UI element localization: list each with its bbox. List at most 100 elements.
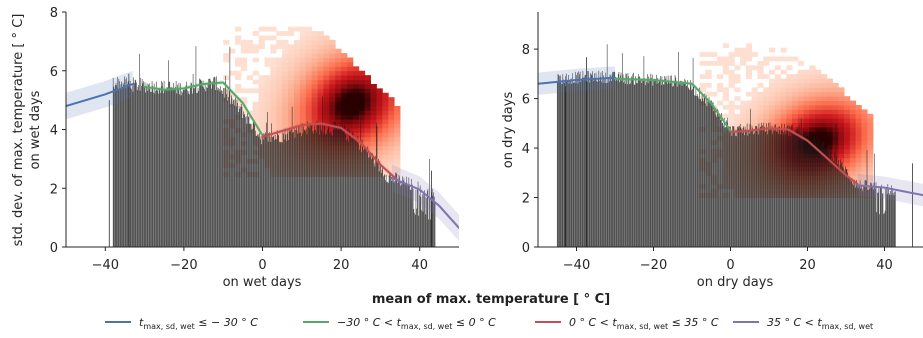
heatmap-cell	[293, 48, 301, 54]
heatmap-cell	[728, 74, 735, 79]
heatmap-cell	[364, 97, 371, 102]
heatmap-cell	[311, 53, 318, 58]
heatmap-cell	[855, 157, 862, 163]
heatmap-cell	[293, 88, 301, 94]
heatmap-cell	[745, 65, 753, 71]
heatmap-cell	[352, 123, 360, 129]
heatmap-cell	[335, 53, 342, 58]
heatmap-cell	[786, 122, 793, 128]
heatmap-cell	[780, 96, 787, 101]
heatmap-cell	[382, 136, 389, 142]
y-tick-label: 0	[522, 241, 530, 256]
heatmap-cell	[699, 74, 706, 79]
heatmap-cell	[293, 92, 301, 98]
heatmap-cell	[282, 75, 289, 80]
heatmap-cell	[370, 119, 377, 125]
heatmap-cell	[722, 96, 729, 101]
heatmap-cell	[815, 113, 822, 119]
heatmap-cell	[317, 57, 324, 63]
heatmap-cell	[786, 109, 793, 115]
heatmap-cell	[394, 145, 401, 151]
heatmap-cell	[388, 114, 395, 120]
heatmap-cell	[728, 69, 735, 75]
heatmap-cell	[299, 101, 307, 107]
heatmap-cell	[838, 153, 845, 159]
heatmap-cell	[258, 114, 265, 120]
heatmap-cell	[705, 91, 712, 97]
heatmap-cell	[757, 118, 764, 124]
heatmap-cell	[347, 110, 354, 116]
heatmap-cell	[299, 53, 307, 58]
heatmap-cell	[288, 66, 295, 72]
heatmap-cell	[728, 82, 735, 88]
heatmap-cell	[394, 114, 401, 120]
heatmap-cell	[815, 135, 822, 141]
heatmap-cell	[855, 153, 862, 159]
heatmap-cell	[388, 128, 395, 133]
heatmap-cell	[844, 127, 851, 132]
heatmap-cell	[299, 110, 307, 116]
heatmap-cell	[270, 101, 277, 107]
heatmap-cell	[246, 110, 254, 116]
heatmap-cell	[223, 88, 230, 94]
heatmap-cell	[376, 150, 383, 155]
heatmap-cell	[844, 135, 851, 141]
heatmap-cell	[844, 131, 851, 137]
heatmap-cell	[347, 66, 354, 72]
heatmap-cell	[223, 57, 230, 63]
heatmap-cell	[270, 61, 277, 67]
heatmap-cell	[815, 105, 822, 110]
heatmap-cell	[341, 88, 348, 94]
heatmap-cell	[394, 163, 401, 169]
fit-line-confidence-band	[392, 164, 459, 242]
heatmap-cell	[809, 127, 816, 132]
heatmap-cell	[288, 61, 295, 67]
heatmap-cell	[797, 109, 805, 115]
heatmap-cell	[252, 119, 259, 125]
heatmap-cell	[341, 106, 348, 111]
heatmap-cell	[388, 150, 395, 155]
heatmap-cell	[382, 97, 389, 102]
left-chart: −40 −20 0 20 40 0 2 4 6 8 on wet days std. dev. …	[11, 6, 459, 290]
fit-line-confidence-band	[66, 70, 133, 120]
heatmap-cell	[699, 60, 706, 66]
heatmap-cell	[276, 61, 283, 67]
heatmap-cell	[867, 162, 874, 168]
heatmap-cell	[282, 83, 289, 89]
heatmap-cell	[376, 101, 383, 107]
heatmap-cell	[270, 123, 277, 129]
heatmap-cell	[740, 60, 747, 66]
heatmap-cell	[867, 166, 874, 172]
heatmap-cell	[358, 83, 366, 89]
heatmap-cell	[849, 109, 857, 115]
heatmap-cell	[745, 47, 753, 53]
heatmap-cell	[763, 100, 770, 106]
heatmap-cell	[329, 119, 336, 125]
heatmap-cell	[717, 82, 724, 88]
heatmap-cell	[317, 39, 324, 45]
heatmap-cell	[388, 97, 395, 102]
heatmap-cell	[282, 123, 289, 129]
heatmap-cell	[364, 79, 371, 85]
shared-x-axis-title: mean of max. temperature [ ° C]	[372, 292, 610, 307]
heatmap-cell	[252, 48, 259, 54]
heatmap-cell	[820, 87, 828, 93]
heatmap-cell	[757, 60, 764, 66]
heatmap-cell	[276, 119, 283, 125]
heatmap-cell	[234, 101, 242, 107]
heatmap-cell	[276, 97, 283, 102]
heatmap-cell	[792, 56, 799, 62]
heatmap-cell	[763, 56, 770, 62]
heatmap-cell	[276, 79, 283, 85]
heatmap-cell	[252, 88, 259, 94]
heatmap-cell	[751, 118, 758, 124]
heatmap-cell	[722, 56, 729, 62]
heatmap-cell	[844, 157, 851, 163]
heatmap-cell	[838, 100, 845, 106]
heatmap-cell	[370, 145, 377, 151]
heatmap-cell	[276, 110, 283, 116]
heatmap-cell	[317, 79, 324, 85]
heatmap-cell	[376, 128, 383, 133]
heatmap-cell	[299, 57, 307, 63]
heatmap-cell	[769, 122, 776, 128]
